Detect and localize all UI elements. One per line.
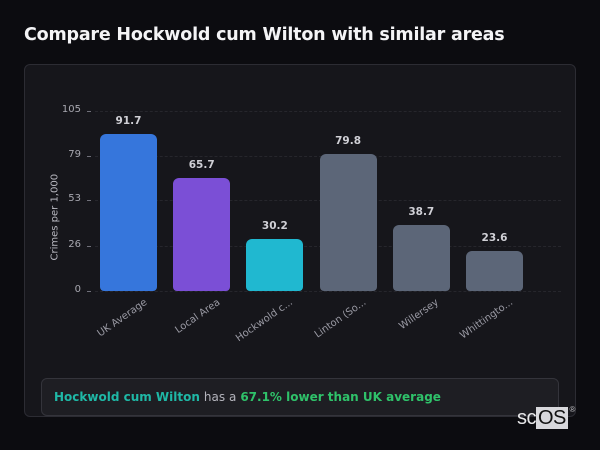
summary-banner: Hockwold cum Wilton has a 67.1% lower th… [41,378,559,416]
grid-line [95,291,561,292]
x-tick-label: UK Average [95,297,149,340]
y-tick-mark [87,155,91,157]
x-tick-label: Hockwold c... [233,297,295,345]
y-tick-label: 26 [68,239,81,251]
page-title: Compare Hockwold cum Wilton with similar… [24,25,505,45]
y-tick-mark [87,111,91,112]
y-tick-label: 0 [74,284,81,295]
x-tick-label: Willersey [397,297,442,333]
bar-local-area[interactable] [173,178,231,291]
y-tick-mark [87,291,91,292]
summary-comparison: 67.1% lower than UK average [240,390,441,404]
chart-card: Crimes per 1,000 0 26 53 79 105 91.7 UK Averag… [24,64,576,417]
logo-prefix: sc [517,407,537,429]
bar-chart: Crimes per 1,000 0 26 53 79 105 91.7 UK Averag… [25,65,577,375]
bar-willersey[interactable] [392,224,450,291]
registered-mark: ® [569,405,576,414]
bar-value-label: 65.7 [188,159,215,172]
bar-value-label: 23.6 [481,231,508,244]
x-tick-label: Local Area [173,297,223,336]
y-tick-label: 105 [61,104,81,115]
summary-connector: has a [203,390,237,404]
grid-line [95,111,561,112]
y-tick-label: 53 [68,193,81,205]
scos-logo: sc OS ® [517,405,575,430]
bar-hockwold-c[interactable] [246,239,304,291]
x-tick-label: Linton (So... [312,297,369,341]
y-tick-mark [87,200,91,202]
bar-value-label: 91.7 [115,114,142,127]
bar-linton-so[interactable] [319,154,377,291]
summary-area-name: Hockwold cum Wilton [54,390,200,404]
y-tick-mark [87,246,91,248]
y-tick-label: 79 [68,148,81,160]
bar-value-label: 38.7 [408,205,435,218]
logo-highlight: OS [536,407,568,429]
bar-value-label: 30.2 [261,220,288,233]
x-tick-label: Whittingto... [457,297,515,342]
bar-whittingto[interactable] [466,250,523,291]
bar-uk-average[interactable] [100,133,157,291]
bar-value-label: 79.8 [335,135,362,148]
